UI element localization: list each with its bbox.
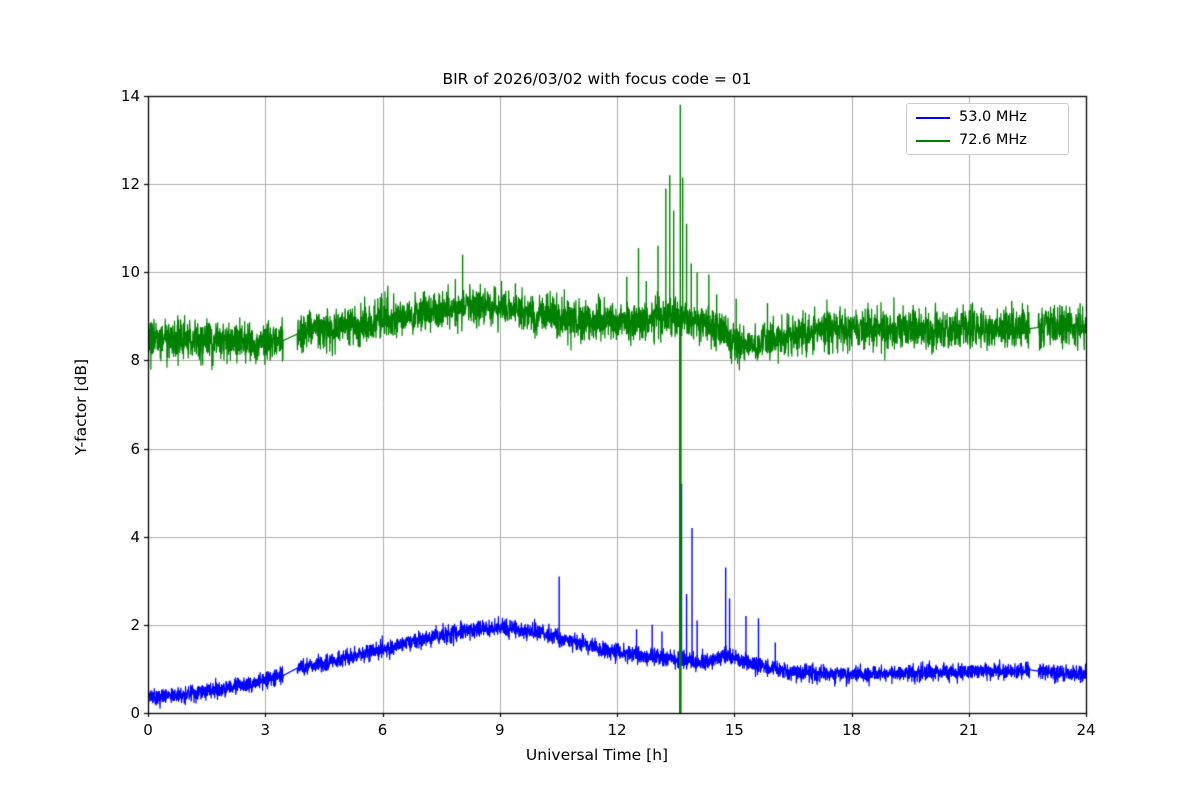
- legend-label-53mhz: 53.0 MHz: [959, 109, 1027, 125]
- legend-swatch-72mhz: [916, 140, 950, 142]
- legend-swatch-53mhz: [916, 117, 950, 119]
- legend-item-72mhz: 72.6 MHz: [907, 130, 1070, 152]
- legend-label-72mhz: 72.6 MHz: [959, 132, 1027, 148]
- legend: 53.0 MHz 72.6 MHz: [906, 103, 1069, 155]
- legend-item-53mhz: 53.0 MHz: [907, 107, 1070, 129]
